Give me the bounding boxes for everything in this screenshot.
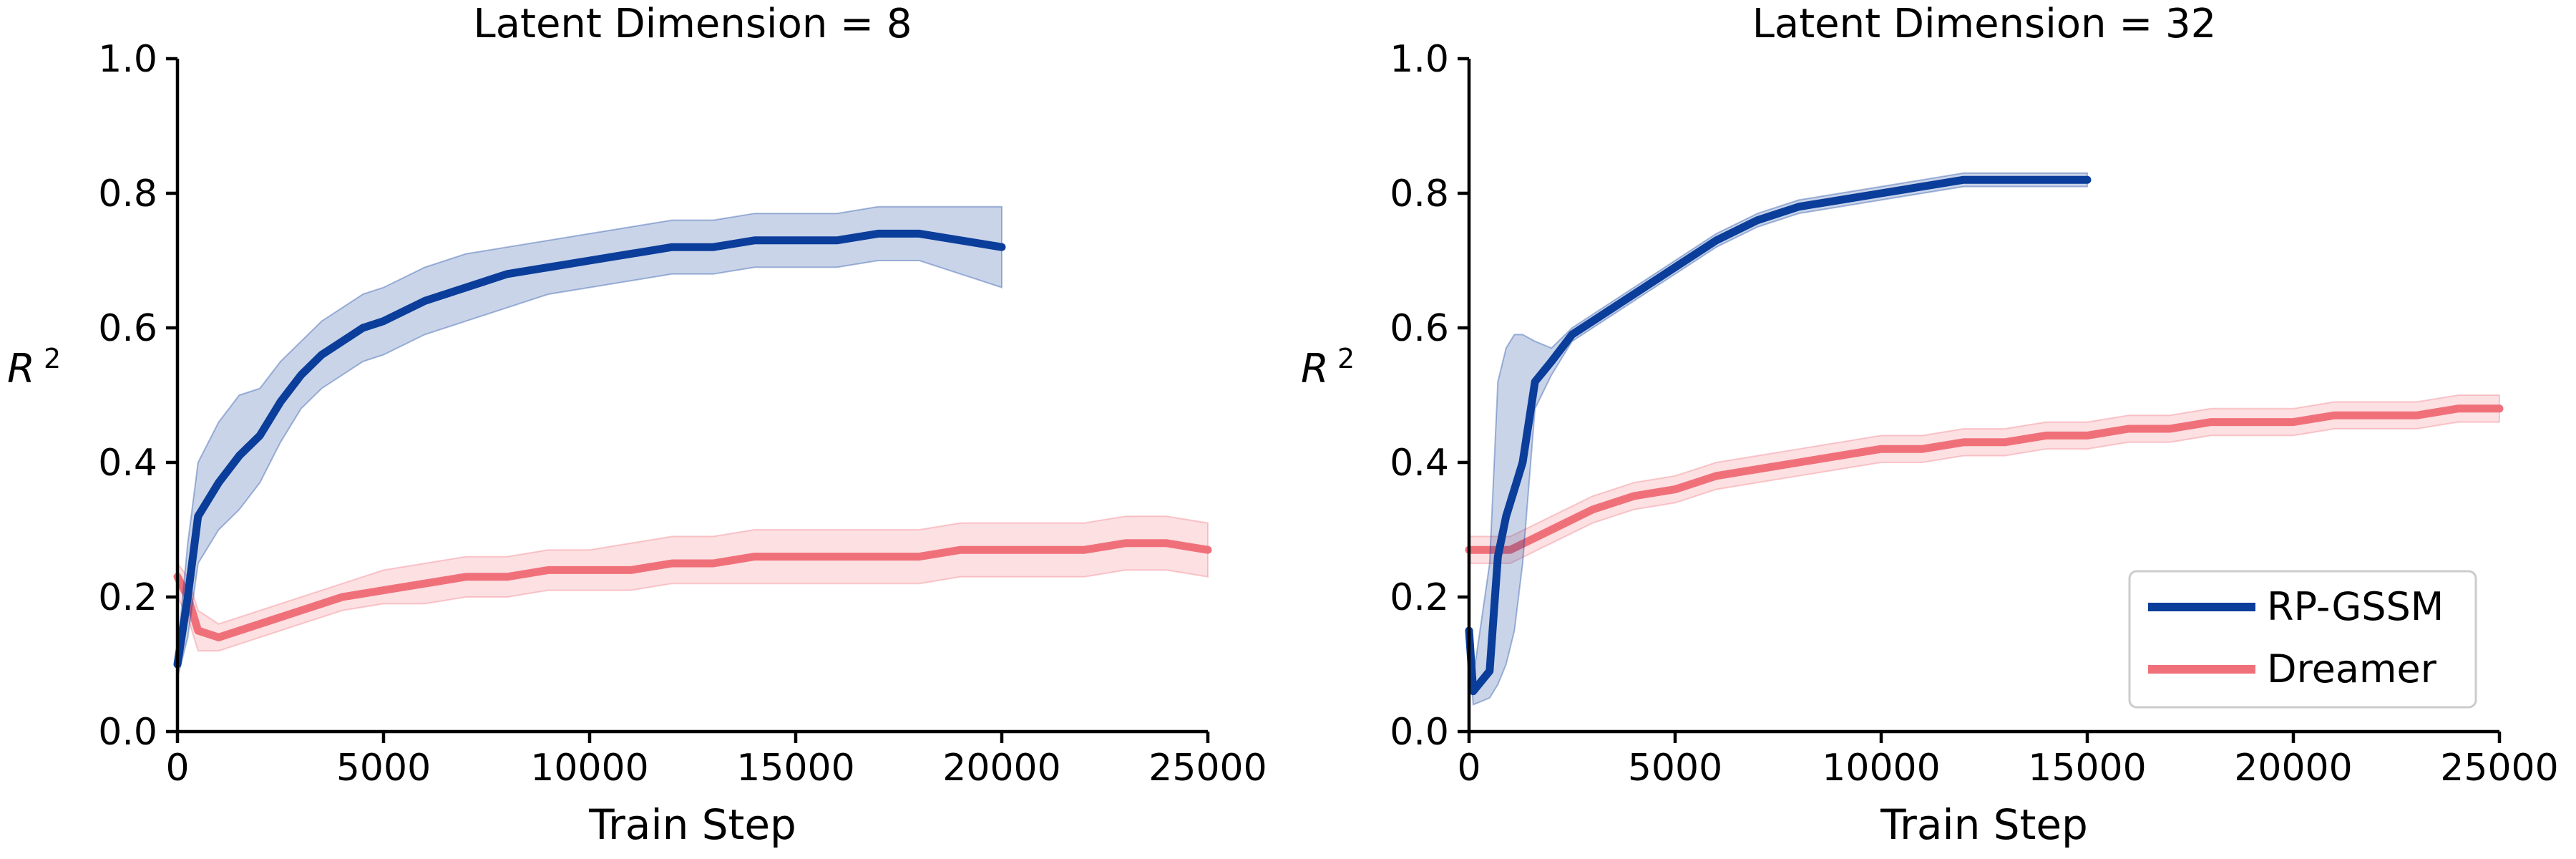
y-tick-label: 0.4 xyxy=(1390,442,1449,485)
legend-label-dreamer: Dreamer xyxy=(2267,646,2437,691)
series-line-dreamer xyxy=(173,539,1212,641)
x-tick-label: 15000 xyxy=(736,747,854,790)
panel-latent-dim-8: Latent Dimension = 8 R 2 Train Step 0 500… xyxy=(7,1,1267,849)
y-tick-label: 1.0 xyxy=(98,38,157,81)
x-tick-label: 10000 xyxy=(1822,747,1940,790)
y-tick-label: 0.6 xyxy=(1390,307,1449,350)
x-tick-label: 15000 xyxy=(2028,747,2146,790)
y-tick-label: 0.8 xyxy=(1390,173,1449,215)
y-tick-label: 0.0 xyxy=(98,711,157,754)
x-tick-label: 0 xyxy=(165,747,189,790)
panel-title: Latent Dimension = 32 xyxy=(1752,1,2217,47)
x-tick-label: 0 xyxy=(1457,747,1480,790)
x-tick-label: 20000 xyxy=(942,747,1060,790)
confidence-band-dreamer xyxy=(177,515,1209,652)
confidence-band-rp-gssm xyxy=(1468,172,2088,706)
x-tick-label: 25000 xyxy=(1148,747,1267,790)
panel-latent-dim-32: Latent Dimension = 32 R 2 Train Step 0 50… xyxy=(1301,1,2559,849)
series-line-dreamer xyxy=(1465,404,2504,554)
y-tick-label: 0.6 xyxy=(98,307,157,350)
series-line-rp-gssm xyxy=(173,229,1006,669)
y-tick-label: 0.0 xyxy=(1390,711,1449,754)
y-tick-label: 0.2 xyxy=(98,576,157,619)
y-tick-label: 0.2 xyxy=(1390,576,1449,619)
x-axis-label: Train Step xyxy=(588,800,796,849)
y-axis-label: R 2 xyxy=(1301,343,1355,392)
x-tick-label: 25000 xyxy=(2440,747,2558,790)
y-tick-label: 0.8 xyxy=(98,173,157,215)
tick-layer: 0 5000 10000 15000 20000 25000 0.0 0.2 0.4 0.6 0.8… xyxy=(1390,38,2558,790)
y-tick-label: 0.4 xyxy=(98,442,157,485)
legend-label-rp-gssm: RP-GSSM xyxy=(2267,584,2444,629)
plot-area xyxy=(1465,172,2504,706)
x-tick-label: 5000 xyxy=(336,747,431,790)
x-tick-label: 5000 xyxy=(1628,747,1722,790)
x-axis-label: Train Step xyxy=(1880,800,2088,849)
series-line-rp-gssm xyxy=(1465,175,2092,696)
tick-layer: 0 5000 10000 15000 20000 25000 0.0 0.2 0.4 0.6 0.8… xyxy=(98,38,1267,790)
y-axis-label: R 2 xyxy=(7,343,61,392)
panel-title: Latent Dimension = 8 xyxy=(474,1,912,47)
x-tick-label: 20000 xyxy=(2234,747,2352,790)
confidence-band-dreamer xyxy=(1468,394,2500,564)
x-tick-label: 10000 xyxy=(530,747,648,790)
y-tick-label: 1.0 xyxy=(1390,38,1449,81)
legend: RP-GSSM Dreamer xyxy=(2128,570,2477,709)
plot-area xyxy=(173,205,1212,679)
